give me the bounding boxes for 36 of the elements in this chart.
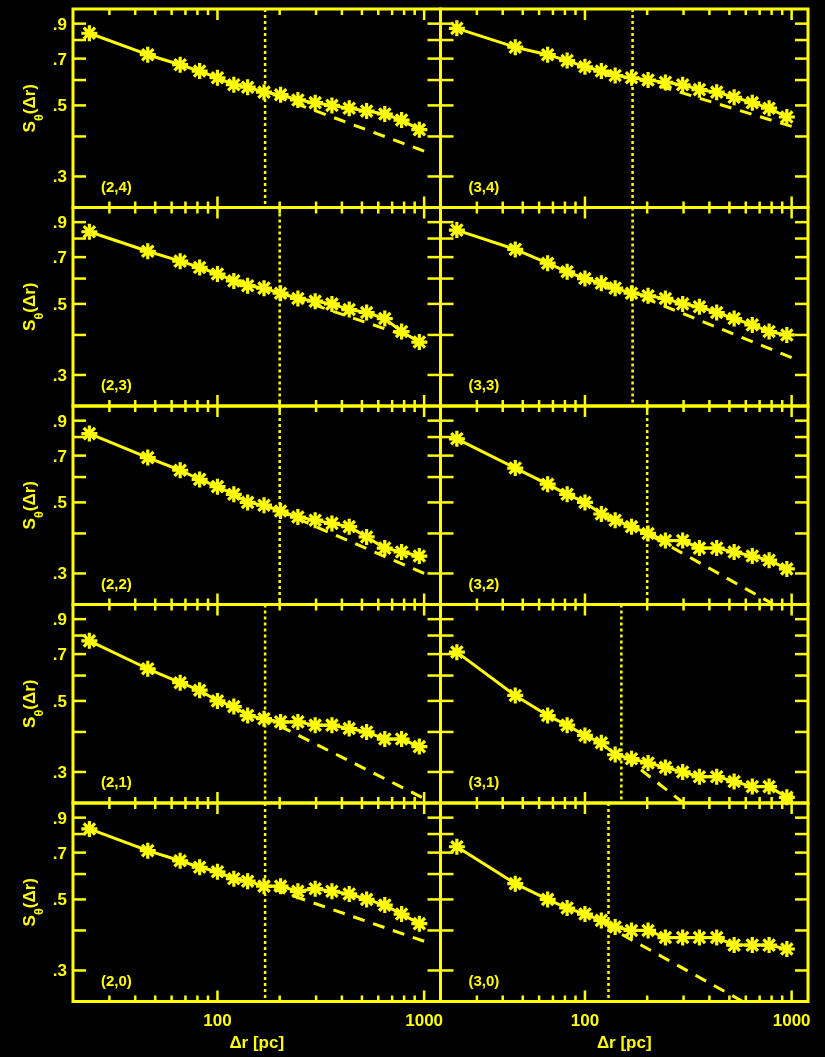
y-tick-label: .3 <box>52 365 67 385</box>
y-tick-label: .5 <box>52 691 67 711</box>
y-tick-label: .5 <box>52 294 67 314</box>
annotation: (2,4) <box>101 177 132 195</box>
annotation: (2,2) <box>101 574 132 592</box>
y-tick-label: .9 <box>52 808 67 828</box>
y-tick-label: .9 <box>52 213 67 233</box>
x-axis-title: Δr [pc] <box>596 1032 652 1052</box>
annotation: (3,2) <box>468 574 500 592</box>
y-tick-label: .7 <box>52 446 67 466</box>
x-tick-label: 1000 <box>405 1010 444 1030</box>
y-tick-label: .9 <box>52 14 67 34</box>
y-tick-label: .9 <box>52 610 67 630</box>
x-tick-label: 100 <box>203 1010 232 1030</box>
annotation: (3,1) <box>468 773 500 790</box>
y-tick-label: .3 <box>52 961 67 981</box>
annotation: (3,3) <box>468 376 500 393</box>
y-tick-label: .3 <box>52 167 67 187</box>
y-tick-label: .7 <box>52 49 67 69</box>
annotation: (3,4) <box>468 177 500 195</box>
annotation: (2,1) <box>101 773 132 790</box>
annotation: (2,0) <box>101 971 132 989</box>
y-tick-label: .7 <box>52 645 67 665</box>
annotation: (3,0) <box>468 971 500 989</box>
y-tick-label: .7 <box>52 843 67 863</box>
x-tick-label: 100 <box>570 1010 600 1030</box>
y-tick-label: .3 <box>52 762 67 782</box>
x-tick-label: 1000 <box>772 1010 811 1030</box>
y-tick-label: .7 <box>52 248 67 268</box>
y-tick-label: .5 <box>52 96 67 116</box>
y-tick-label: .9 <box>52 411 67 431</box>
x-axis-title: Δr [pc] <box>229 1032 285 1052</box>
y-tick-label: .5 <box>52 493 67 513</box>
y-tick-label: .5 <box>52 890 67 910</box>
y-tick-label: .3 <box>52 564 67 584</box>
annotation: (2,3) <box>101 376 132 393</box>
